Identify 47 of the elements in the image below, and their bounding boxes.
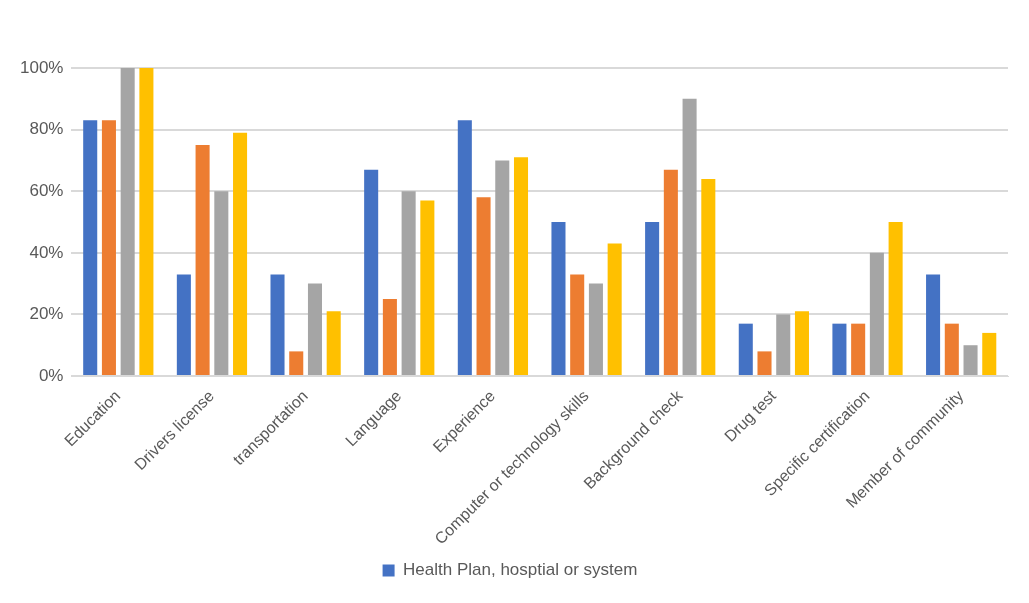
bar [963, 345, 978, 376]
bar [195, 145, 210, 376]
bar [307, 283, 322, 376]
bar [364, 169, 379, 376]
bar [83, 120, 98, 376]
bar [832, 323, 847, 376]
bar [233, 132, 248, 376]
legend-label: Health Plan, hosptial or system [403, 560, 638, 580]
y-tick-label: 0% [38, 365, 64, 385]
bar [476, 197, 491, 376]
bar [944, 323, 959, 376]
bar [289, 351, 304, 376]
bar [270, 274, 285, 376]
bar [570, 274, 585, 376]
bar [588, 283, 603, 376]
y-tick-label: 40% [29, 242, 64, 262]
y-tick-label: 100% [20, 57, 64, 77]
y-tick-label: 60% [29, 180, 64, 200]
bar [776, 314, 791, 376]
bar [326, 311, 341, 376]
bar [382, 299, 397, 376]
bar [982, 332, 997, 376]
bar [738, 323, 753, 376]
bar [794, 311, 809, 376]
bar [645, 222, 660, 376]
bar [401, 191, 416, 376]
y-tick-label: 80% [29, 119, 64, 139]
bar [926, 274, 941, 376]
bar [551, 222, 566, 376]
bar [888, 222, 903, 376]
bar [176, 274, 191, 376]
bar [869, 252, 884, 376]
bar [420, 200, 435, 376]
bar [757, 351, 772, 376]
bar [214, 191, 229, 376]
bar [682, 98, 697, 376]
bar [120, 68, 135, 376]
bar [607, 243, 622, 376]
bar [851, 323, 866, 376]
bar [513, 157, 529, 376]
y-tick-label: 20% [29, 304, 64, 324]
bar [101, 120, 116, 376]
bar [457, 120, 472, 376]
bar [495, 160, 510, 376]
bar [139, 68, 154, 376]
bar [663, 169, 678, 376]
bar [701, 178, 716, 376]
